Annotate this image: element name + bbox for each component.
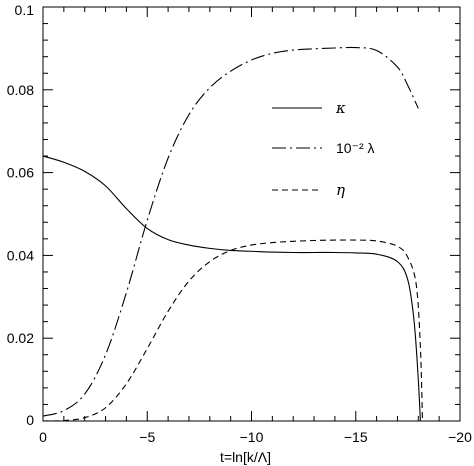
legend-label-2: η (336, 181, 345, 199)
axis-ticks (42, 6, 461, 422)
x-tick-label: −15 (344, 429, 368, 445)
series-line-2 (42, 239, 424, 422)
axis-tick-labels: 0 −5 −10 −15 −20 0 0.02 0.04 0.06 0.08 0.1 (7, 2, 472, 445)
series-line-0 (42, 155, 421, 422)
series-lines (42, 46, 424, 422)
legend-label-0: κ (335, 99, 346, 117)
series-line-1 (42, 46, 419, 417)
x-axis-title: t=ln[k/Λ] (220, 449, 271, 465)
x-tick-label: 0 (39, 429, 47, 445)
legend: κ 10⁻² λ η (272, 99, 375, 199)
y-tick-label: 0.08 (7, 82, 34, 98)
y-tick-label: 0 (26, 412, 34, 428)
y-tick-label: 0.02 (7, 330, 34, 346)
x-tick-label: −10 (240, 429, 264, 445)
x-tick-label: −20 (448, 429, 472, 445)
y-tick-label: 0.1 (15, 2, 35, 18)
x-tick-label: −5 (139, 429, 155, 445)
y-tick-label: 0.06 (7, 165, 34, 181)
y-tick-label: 0.04 (7, 247, 34, 263)
plot-area (42, 6, 461, 422)
legend-label-1: 10⁻² λ (336, 140, 375, 156)
